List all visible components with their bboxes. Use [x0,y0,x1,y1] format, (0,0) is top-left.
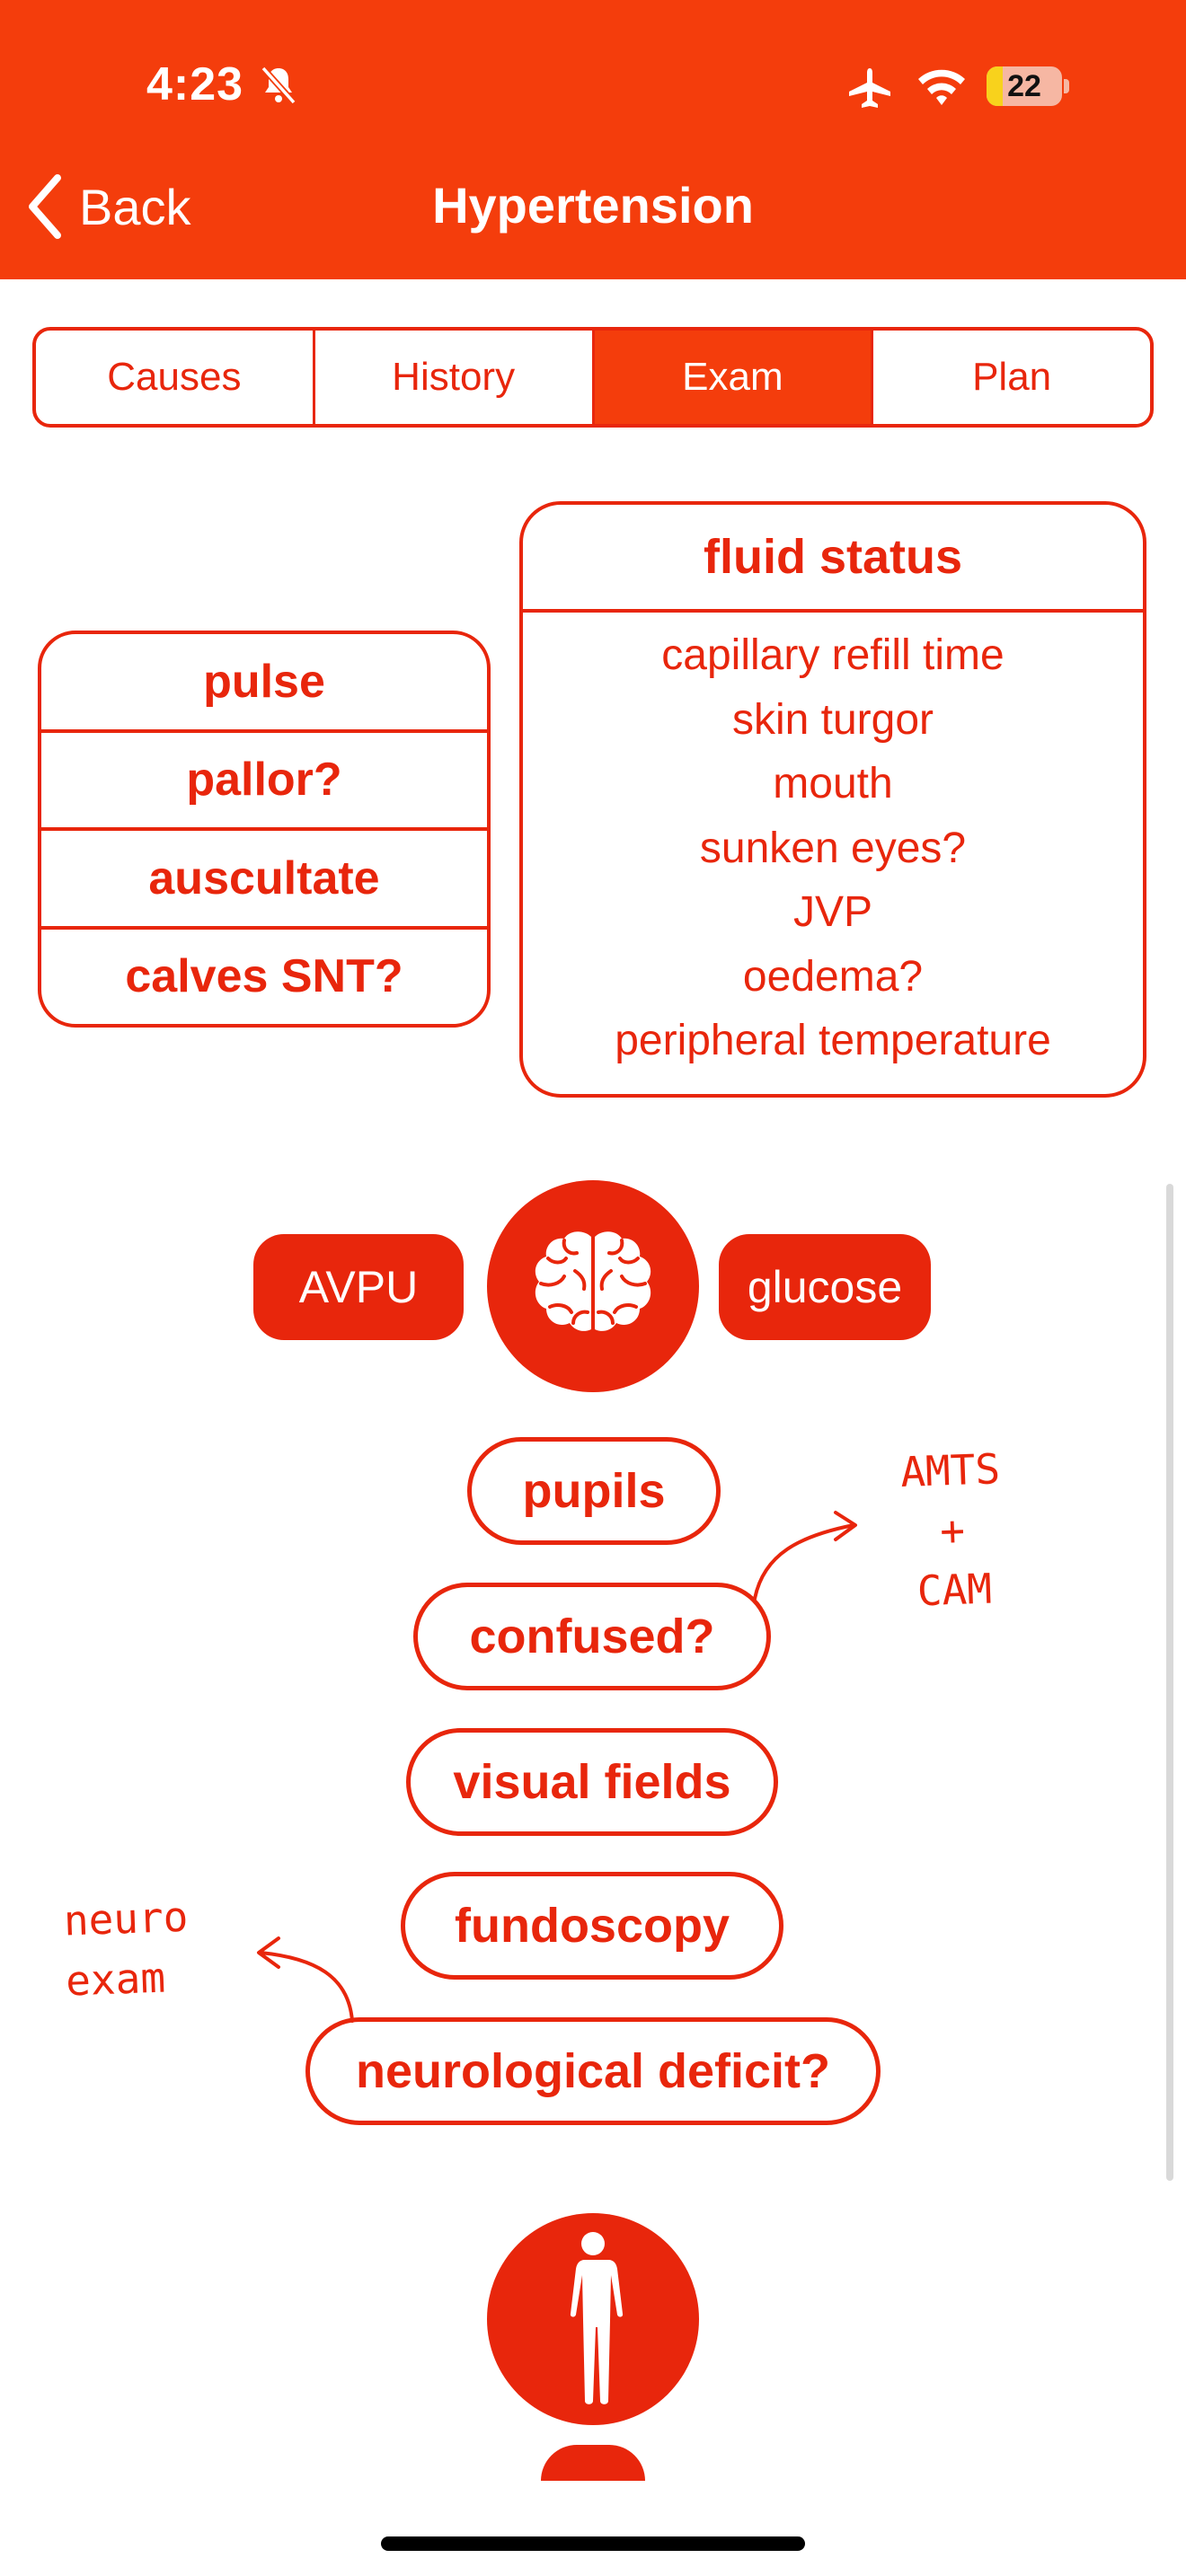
avpu-button[interactable]: AVPU [253,1234,464,1340]
tab-history[interactable]: History [315,331,595,424]
arrow-to-neuro-exam-icon [257,1936,354,2023]
note-line: + [939,1505,966,1556]
exam-item-pulse[interactable]: pulse [41,634,487,733]
exam-item-calves[interactable]: calves SNT? [125,950,403,1003]
home-indicator[interactable] [381,2536,805,2551]
check-neurological-deficit[interactable]: neurological deficit? [305,2017,881,2125]
tab-exam[interactable]: Exam [594,331,874,424]
fluid-item: mouth [773,760,893,808]
body-button[interactable] [487,2213,699,2425]
check-confused[interactable]: confused? [413,1583,771,1690]
check-fundoscopy[interactable]: fundoscopy [401,1872,783,1980]
wifi-icon [918,69,965,105]
note-amts-cam: AMTS + CAM [860,1438,1046,1624]
tab-plan[interactable]: Plan [972,355,1052,399]
check-pupils[interactable]: pupils [467,1437,721,1545]
scroll-indicator[interactable] [1166,1184,1173,2181]
fluid-status-title: fluid status [523,505,1143,613]
back-button[interactable]: Back [25,171,223,243]
fluid-status-box[interactable]: fluid status capillary refill time skin … [519,501,1146,1098]
page-title: Hypertension [432,177,754,234]
fluid-item: peripheral temperature [615,1017,1051,1065]
tab-causes[interactable]: Causes [36,331,315,424]
exam-item-auscultate[interactable]: auscultate [41,831,487,930]
battery-indicator: 22 [987,66,1069,106]
chevron-left-icon [29,174,61,239]
fluid-status-list: capillary refill time skin turgor mouth … [523,613,1143,1073]
human-body-icon [570,2232,624,2404]
note-line: neuro [62,1892,190,1945]
airplane-icon [849,68,890,108]
bell-slash-icon [261,66,296,105]
exam-checklist-box: pulse pallor? auscultate calves SNT? [38,631,491,1028]
brain-button[interactable] [487,1180,699,1392]
fluid-item: capillary refill time [661,631,1005,680]
note-line: CAM [916,1564,993,1616]
nav-header: 4:23 22 Back Hypertens [0,0,1186,279]
note-line: AMTS [899,1444,1001,1496]
battery-level: 22 [1007,69,1041,103]
fluid-item: sunken eyes? [699,824,967,872]
check-visual-fields[interactable]: visual fields [406,1728,778,1836]
back-label: Back [79,178,191,235]
exam-item-pallor[interactable]: pallor? [41,733,487,831]
brain-icon [535,1231,651,1334]
note-neuro-exam: neuro exam [63,1885,247,2011]
note-line: exam [65,1953,166,2006]
arrow-to-amts-icon [753,1511,857,1601]
glucose-button[interactable]: glucose [719,1234,931,1340]
fluid-item: JVP [792,888,873,937]
tab-bar: Causes History Exam Plan [32,327,1154,428]
next-section-peek[interactable] [541,2445,645,2481]
fluid-item: skin turgor [731,695,934,744]
status-time: 4:23 [146,58,244,110]
fluid-item: oedema? [742,952,924,1001]
